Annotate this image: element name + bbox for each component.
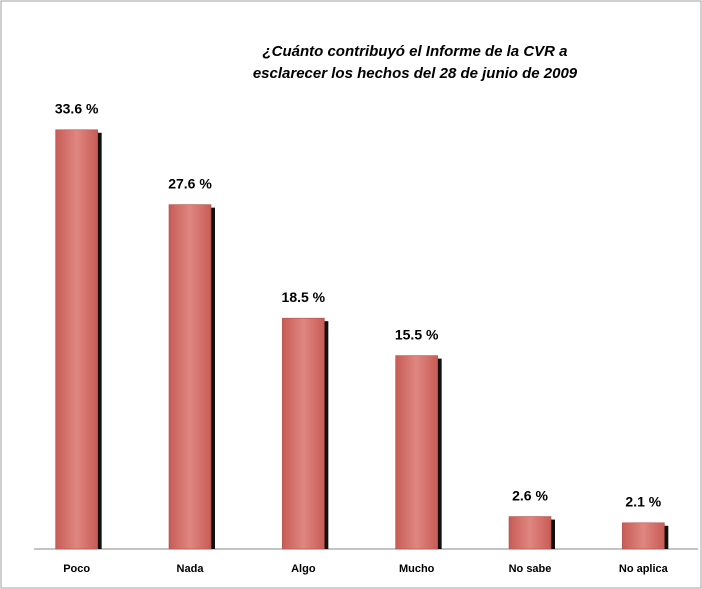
bar: [622, 522, 665, 550]
x-tick-label: No sabe: [509, 563, 552, 575]
value-label: 18.5 %: [282, 289, 326, 305]
x-tick-label: Algo: [291, 563, 316, 575]
x-tick-label: Nada: [177, 563, 205, 575]
bar: [282, 317, 325, 550]
value-label: 27.6 %: [168, 175, 212, 191]
x-tick-label: No aplica: [619, 563, 669, 575]
bar: [55, 129, 98, 550]
bar: [508, 516, 552, 550]
value-label: 33.6 %: [55, 100, 99, 116]
value-label: 15.5 %: [395, 326, 439, 342]
x-tick-label: Poco: [63, 563, 90, 575]
bar: [168, 204, 212, 550]
chart-title: esclarecer los hechos del 28 de junio de…: [253, 65, 578, 82]
chart-title: ¿Cuánto contribuyó el Informe de la CVR …: [262, 43, 567, 60]
bar: [395, 355, 438, 550]
x-tick-label: Mucho: [399, 563, 435, 575]
value-label: 2.1 %: [625, 494, 661, 510]
value-label: 2.6 %: [512, 487, 548, 503]
